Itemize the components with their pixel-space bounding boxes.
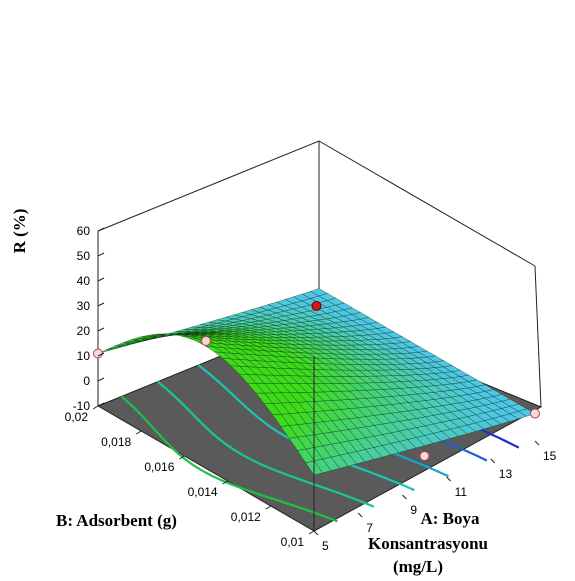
design-point bbox=[419, 451, 430, 461]
a-tick-label: 9 bbox=[410, 503, 417, 517]
z-tick-label: 10 bbox=[77, 349, 91, 363]
b-tick-mark bbox=[179, 455, 185, 460]
a-tick-label: 5 bbox=[322, 539, 329, 553]
b-tick-mark bbox=[92, 405, 99, 410]
z-tick-mark bbox=[97, 252, 105, 257]
design-point bbox=[201, 336, 211, 346]
b-tick-mark bbox=[265, 505, 272, 510]
b-tick-label: 0,016 bbox=[144, 460, 174, 474]
contour-line bbox=[197, 364, 415, 492]
a-axis-title-line3: (mg/L) bbox=[393, 557, 443, 576]
box-edge-right bbox=[534, 265, 542, 408]
b-tick-label: 0,018 bbox=[101, 435, 131, 449]
b-tick-mark bbox=[135, 430, 142, 435]
b-axis-title: B: Adsorbent (g) bbox=[56, 511, 177, 530]
a-tick-mark bbox=[534, 440, 540, 446]
z-axis-ticks: 60 50 40 30 20 10 0 -10 bbox=[73, 224, 105, 413]
response-surface bbox=[97, 288, 536, 476]
z-tick-mark bbox=[97, 352, 105, 357]
contour-line bbox=[120, 395, 338, 523]
contour-line bbox=[157, 380, 375, 508]
a-tick-label: 11 bbox=[455, 485, 468, 499]
b-tick-mark bbox=[222, 480, 228, 485]
z-tick-label: 0 bbox=[83, 374, 90, 388]
z-tick-label: -10 bbox=[73, 399, 91, 413]
a-tick-mark bbox=[357, 512, 363, 518]
design-point bbox=[530, 408, 540, 419]
box-back-edges bbox=[97, 140, 542, 408]
z-tick-mark bbox=[97, 227, 105, 232]
z-tick-mark bbox=[97, 327, 105, 332]
z-tick-mark bbox=[97, 377, 105, 382]
a-axis-ticks: 5 7 9 11 13 15 bbox=[313, 440, 557, 553]
z-tick-mark bbox=[97, 277, 105, 282]
z-tick-label: 50 bbox=[77, 249, 91, 263]
z-tick-label: 60 bbox=[77, 224, 91, 238]
design-points bbox=[93, 301, 540, 461]
b-tick-label: 0,02 bbox=[65, 410, 89, 424]
box-top-edges bbox=[97, 140, 536, 267]
a-tick-mark bbox=[313, 530, 319, 536]
z-tick-label: 40 bbox=[77, 274, 91, 288]
z-tick-mark bbox=[97, 402, 105, 407]
b-axis-ticks: 0,02 0,018 0,016 0,014 0,012 0,01 bbox=[65, 405, 315, 549]
a-axis-title-line1: A: Boya bbox=[420, 509, 480, 528]
a-axis-title-line2: Konsantrasyonu bbox=[368, 534, 488, 553]
z-tick-mark bbox=[97, 302, 105, 307]
z-axis-title: R (%) bbox=[10, 209, 29, 254]
b-tick-label: 0,012 bbox=[231, 510, 261, 524]
z-tick-label: 20 bbox=[77, 324, 91, 338]
a-tick-mark bbox=[490, 458, 496, 464]
a-tick-label: 7 bbox=[366, 521, 373, 535]
b-tick-mark bbox=[308, 530, 315, 535]
z-tick-label: 30 bbox=[77, 299, 91, 313]
b-tick-label: 0,014 bbox=[188, 485, 218, 499]
design-point bbox=[93, 348, 103, 359]
a-tick-label: 15 bbox=[543, 449, 557, 463]
design-point-highlight bbox=[311, 301, 322, 311]
a-tick-mark bbox=[402, 494, 407, 500]
a-tick-label: 13 bbox=[499, 467, 513, 481]
b-tick-label: 0,01 bbox=[281, 535, 305, 549]
a-tick-mark bbox=[446, 476, 451, 482]
